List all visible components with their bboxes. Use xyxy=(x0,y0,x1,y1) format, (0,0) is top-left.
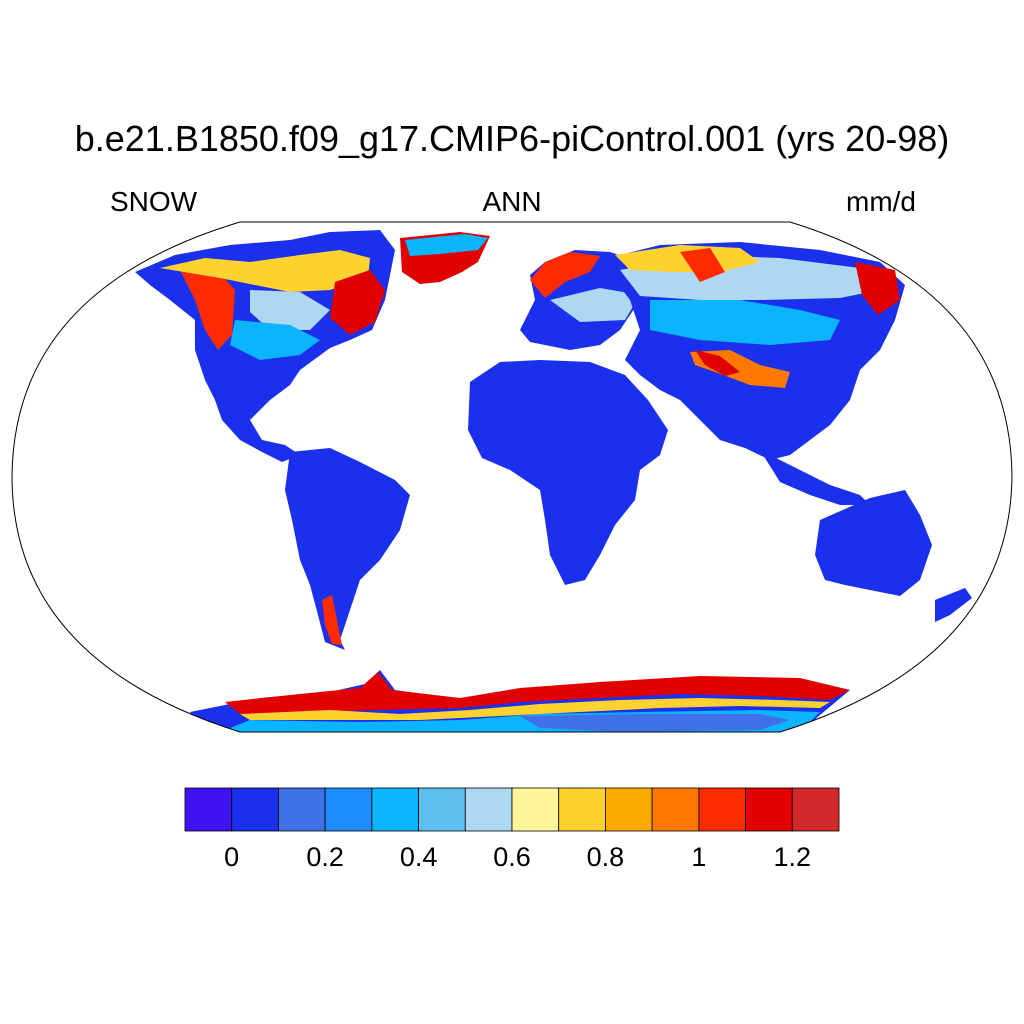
colorbar-tick-label: 0.6 xyxy=(493,842,531,872)
snow-na-mid xyxy=(230,320,320,360)
snow-antarctica-interior xyxy=(520,714,790,732)
colorbar-swatch xyxy=(791,787,840,832)
season-label: ANN xyxy=(482,186,542,217)
snow-na-light xyxy=(250,290,330,330)
snow-scandinavia xyxy=(530,252,600,298)
colorbar-tick-label: 0.4 xyxy=(399,842,438,872)
snow-greenland-top xyxy=(405,234,488,256)
map-body xyxy=(135,230,972,732)
snow-central-asia xyxy=(650,300,840,345)
colorbar-labels: 0 0.2 0.4 0.6 0.8 1 1.2 xyxy=(0,842,1024,882)
snow-na-north xyxy=(160,250,370,292)
snow-na-west xyxy=(180,262,235,350)
colorbar-swatch xyxy=(418,787,466,832)
colorbar-swatch xyxy=(511,787,560,832)
land-africa xyxy=(468,360,668,585)
snow-europe-light xyxy=(550,288,640,322)
colorbar-swatch xyxy=(184,787,233,832)
snow-antarctica-yellow xyxy=(240,698,830,720)
colorbar-tick-label: 0.2 xyxy=(306,842,344,872)
colorbar-swatch xyxy=(558,787,606,832)
colorbar-swatch xyxy=(231,787,279,832)
colorbar-swatch xyxy=(324,787,373,832)
snow-siberia-red xyxy=(680,248,725,282)
snow-kamchatka xyxy=(855,262,900,315)
snow-himalaya xyxy=(695,350,740,376)
colorbar-swatch xyxy=(464,787,513,832)
colorbar-swatch xyxy=(651,787,700,832)
land-australia xyxy=(815,490,932,596)
snow-na-east xyxy=(330,270,385,335)
land-south-america xyxy=(285,448,410,650)
colorbar-swatch xyxy=(371,787,419,832)
colorbar-swatch xyxy=(605,787,653,832)
colorbar xyxy=(184,787,840,832)
colorbar-tick-label: 1 xyxy=(691,842,707,872)
colorbar-swatch xyxy=(698,787,746,832)
land-se-asia xyxy=(760,450,870,505)
globe-outline xyxy=(11,221,1013,733)
snow-andes xyxy=(322,595,342,645)
colorbar-swatch xyxy=(745,787,793,832)
colorbar-tick-label: 0.8 xyxy=(586,842,625,872)
colorbar-swatch xyxy=(278,787,326,832)
colorbar-tick-label: 1.2 xyxy=(773,842,812,872)
variable-label: SNOW xyxy=(110,186,198,217)
colorbar-tick-label: 0 xyxy=(224,842,240,872)
map-title: b.e21.B1850.f09_g17.CMIP6-piControl.001 … xyxy=(74,118,950,159)
land-new-zealand xyxy=(935,588,972,622)
units-label: mm/d xyxy=(846,186,916,217)
snow-antarctica-coast xyxy=(225,672,850,714)
